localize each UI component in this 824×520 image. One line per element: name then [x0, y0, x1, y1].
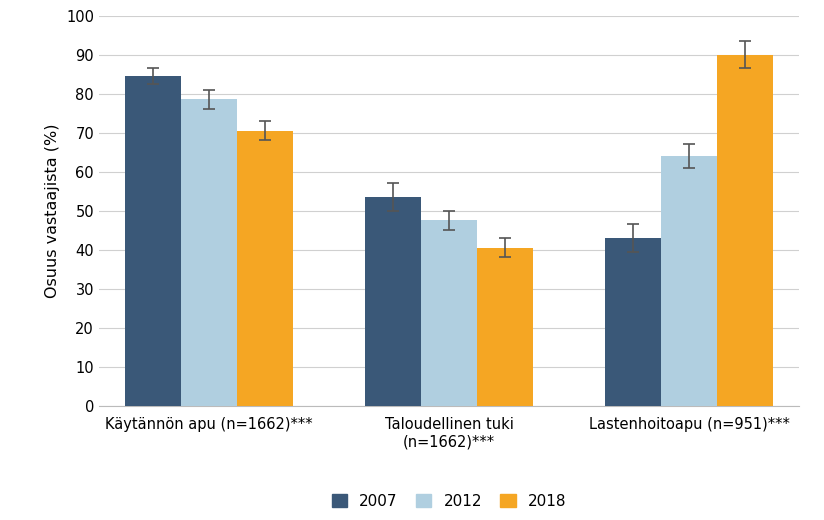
Bar	[365, 197, 421, 406]
Bar	[421, 220, 477, 406]
Bar	[237, 131, 293, 406]
Bar	[605, 238, 661, 406]
Bar	[181, 99, 237, 406]
Bar	[477, 248, 533, 406]
Bar	[661, 156, 717, 406]
Y-axis label: Osuus vastaajista (%): Osuus vastaajista (%)	[45, 123, 60, 298]
Bar	[717, 55, 773, 406]
Bar	[125, 76, 181, 406]
Legend: 2007, 2012, 2018: 2007, 2012, 2018	[325, 488, 573, 515]
